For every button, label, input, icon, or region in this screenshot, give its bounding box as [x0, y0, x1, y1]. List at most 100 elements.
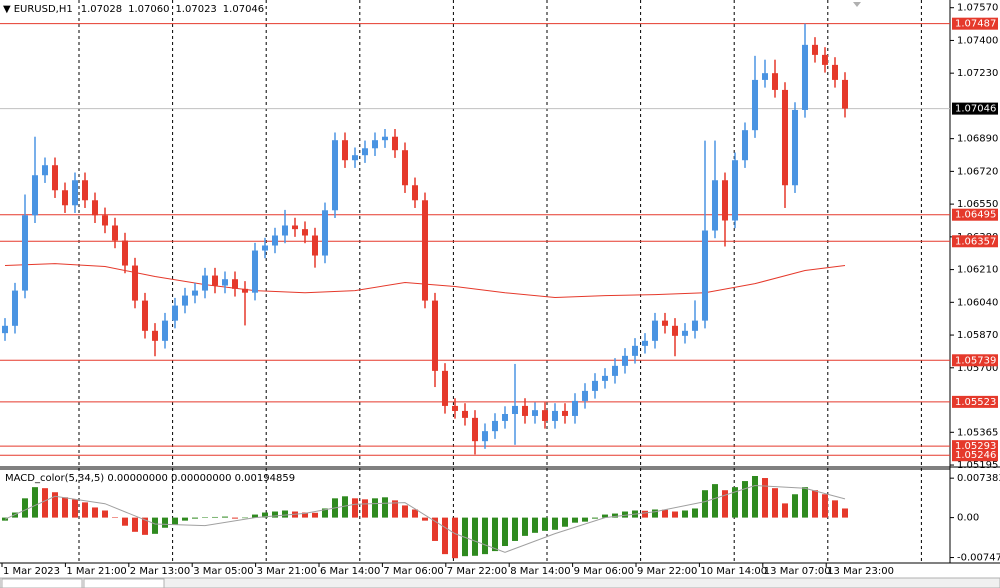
- candle-body: [212, 275, 218, 286]
- x-tick-label: 8 Mar 14:00: [510, 566, 570, 577]
- level-label: 1.06495: [955, 210, 996, 221]
- x-tick-label: 9 Mar 06:00: [574, 566, 634, 577]
- candle-body: [692, 320, 698, 331]
- histogram-bar: [112, 517, 118, 518]
- histogram-bar: [812, 490, 818, 518]
- histogram-bar: [512, 517, 518, 541]
- tab[interactable]: [83, 578, 165, 588]
- x-tick-label: 13 Mar 07:00: [764, 566, 831, 577]
- candle-body: [232, 279, 238, 289]
- histogram-bar: [692, 508, 698, 518]
- candle-body: [612, 365, 618, 376]
- signal-line: [4, 485, 846, 553]
- candle-body: [182, 295, 188, 306]
- histogram-bar: [822, 494, 828, 518]
- x-tick-label: 7 Mar 06:00: [383, 566, 443, 577]
- histogram-bar: [642, 510, 648, 518]
- x-tick-label: 13 Mar 23:00: [827, 566, 894, 577]
- candle-body: [412, 185, 418, 201]
- histogram-bar: [302, 512, 308, 518]
- y-tick-label: 1.05195: [957, 460, 998, 471]
- candle-body: [742, 130, 748, 161]
- y-tick-label: 0.00: [957, 513, 979, 524]
- histogram-bar: [352, 498, 358, 518]
- candle-body: [602, 375, 608, 381]
- candle-body: [762, 73, 768, 80]
- candle-body: [682, 330, 688, 336]
- level-label: 1.06357: [955, 236, 996, 247]
- histogram-bar: [72, 499, 78, 518]
- y-tick-label: 1.05365: [957, 427, 998, 438]
- histogram-bar: [712, 484, 718, 518]
- histogram-bar: [492, 517, 498, 552]
- histogram-bar: [192, 517, 198, 519]
- y-tick-label: 1.05700: [957, 363, 998, 374]
- candle-body: [342, 140, 348, 161]
- histogram-bar: [182, 517, 188, 521]
- level-label: 1.05293: [955, 441, 996, 452]
- level-label: 1.05523: [955, 397, 996, 408]
- candle-body: [772, 73, 778, 90]
- y-tick-label: 1.06720: [957, 166, 998, 177]
- candle-body: [552, 410, 558, 421]
- candle-body: [322, 210, 328, 256]
- histogram-bar: [432, 517, 438, 541]
- candle-body: [842, 79, 848, 109]
- histogram-bar: [662, 509, 668, 518]
- histogram-bar: [792, 494, 798, 518]
- histogram-bar: [252, 514, 258, 518]
- histogram-bar: [832, 500, 838, 518]
- level-label-box: [952, 235, 998, 248]
- y-tick-label: 1.07570: [957, 3, 998, 14]
- candle-body: [62, 190, 68, 206]
- histogram-bar: [592, 517, 598, 519]
- level-label: 1.05246: [955, 450, 996, 461]
- histogram-bar: [472, 517, 478, 556]
- symbol: EURUSD,H1: [14, 4, 73, 15]
- candle-body: [662, 320, 668, 326]
- candle-body: [292, 225, 298, 230]
- candle-body: [672, 325, 678, 336]
- histogram-bar: [232, 517, 238, 519]
- candle-body: [462, 410, 468, 418]
- level-label-box: [952, 440, 998, 453]
- candle-body: [22, 215, 28, 291]
- candle-body: [832, 64, 838, 80]
- candle-body: [242, 288, 248, 293]
- histogram-bar: [82, 502, 88, 518]
- histogram-bar: [762, 478, 768, 518]
- candle-body: [302, 229, 308, 236]
- candle-body: [752, 79, 758, 131]
- tab[interactable]: [1, 578, 83, 588]
- menu-arrow[interactable]: ▼: [3, 4, 11, 15]
- candle-body: [82, 180, 88, 201]
- level-label: 1.07487: [955, 19, 996, 30]
- candle-body: [192, 290, 198, 296]
- candle-body: [422, 200, 428, 301]
- y-tick-label: 1.05870: [957, 330, 998, 341]
- histogram-bar: [732, 487, 738, 518]
- histogram-bar: [412, 509, 418, 518]
- candle-body: [802, 44, 808, 110]
- histogram-bar: [142, 517, 148, 535]
- candle-body: [352, 155, 358, 161]
- current-price-label: 1.07046: [955, 104, 996, 115]
- histogram-bar: [92, 507, 98, 518]
- histogram-bar: [612, 513, 618, 518]
- x-tick-label: 2 Mar 13:00: [130, 566, 190, 577]
- histogram-bar: [652, 509, 658, 518]
- histogram-bar: [672, 511, 678, 518]
- level-label-box: [952, 354, 998, 367]
- histogram-bar: [622, 511, 628, 518]
- histogram-bar: [372, 498, 378, 518]
- histogram-bar: [442, 517, 448, 555]
- candle-body: [562, 410, 568, 416]
- candle-body: [72, 180, 78, 206]
- candle-body: [652, 320, 658, 341]
- candle-body: [452, 405, 458, 411]
- candle-body: [482, 431, 488, 442]
- histogram-bar: [272, 511, 278, 518]
- y-tick-label: 1.06890: [957, 134, 998, 145]
- candle-body: [722, 180, 728, 221]
